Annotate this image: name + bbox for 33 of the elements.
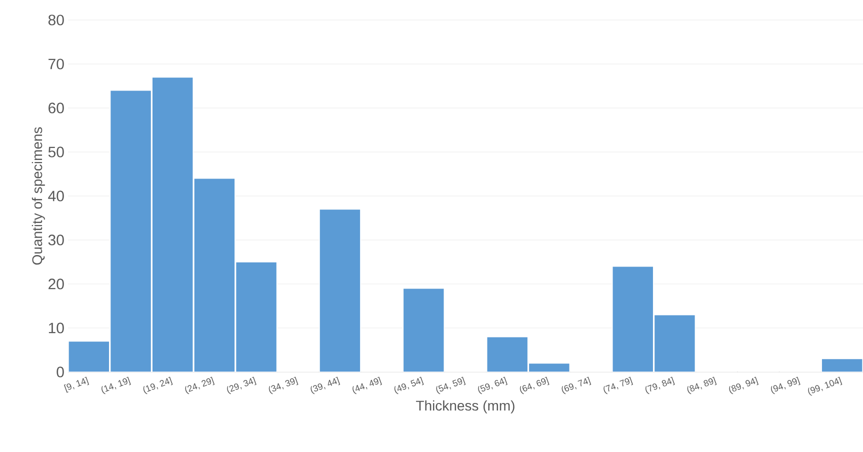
y-tick-label: 10 xyxy=(48,322,64,334)
y-tick-label: 60 xyxy=(48,102,64,114)
x-tick-label: (59, 64] xyxy=(478,376,508,394)
y-tick-label: 80 xyxy=(48,14,64,26)
x-tick-label: (29, 34] xyxy=(227,376,256,394)
x-tick-label: (39, 44] xyxy=(310,376,340,394)
x-tick-label: (34, 39] xyxy=(268,376,298,394)
x-tick-label: (44, 49] xyxy=(352,376,382,394)
y-tick-label: 0 xyxy=(56,366,64,378)
y-tick-label: 40 xyxy=(48,190,64,202)
bar xyxy=(402,288,445,372)
y-tick-label: 70 xyxy=(48,58,64,70)
x-tick-label: (94, 99] xyxy=(770,376,800,394)
x-tick-label: (64, 69] xyxy=(520,376,550,394)
x-tick-label: (99, 104] xyxy=(808,376,842,396)
y-tick-label: 20 xyxy=(48,278,64,290)
bar xyxy=(821,358,863,372)
x-tick-label: [9, 14] xyxy=(64,376,90,393)
y-axis-title: Quantity of specimens xyxy=(32,127,45,265)
bar xyxy=(319,208,361,372)
x-tick-label: (24, 29] xyxy=(185,376,215,394)
x-tick-label: (84, 89] xyxy=(687,376,717,394)
x-tick-label: (49, 54] xyxy=(394,376,424,394)
y-tick-label: 50 xyxy=(48,146,64,158)
x-tick-label: (14, 19] xyxy=(102,376,131,394)
x-tick-label: (19, 24] xyxy=(143,376,173,394)
x-tick-label: (79, 84] xyxy=(645,376,675,394)
x-tick-label: (74, 79] xyxy=(604,376,634,394)
x-axis-title: Thickness (mm) xyxy=(416,400,514,414)
x-tick-label: (89, 94] xyxy=(729,376,759,394)
y-tick-label: 30 xyxy=(48,234,64,246)
x-tick-label: (54, 59] xyxy=(436,376,466,394)
x-tick-label: (69, 74] xyxy=(562,376,592,394)
